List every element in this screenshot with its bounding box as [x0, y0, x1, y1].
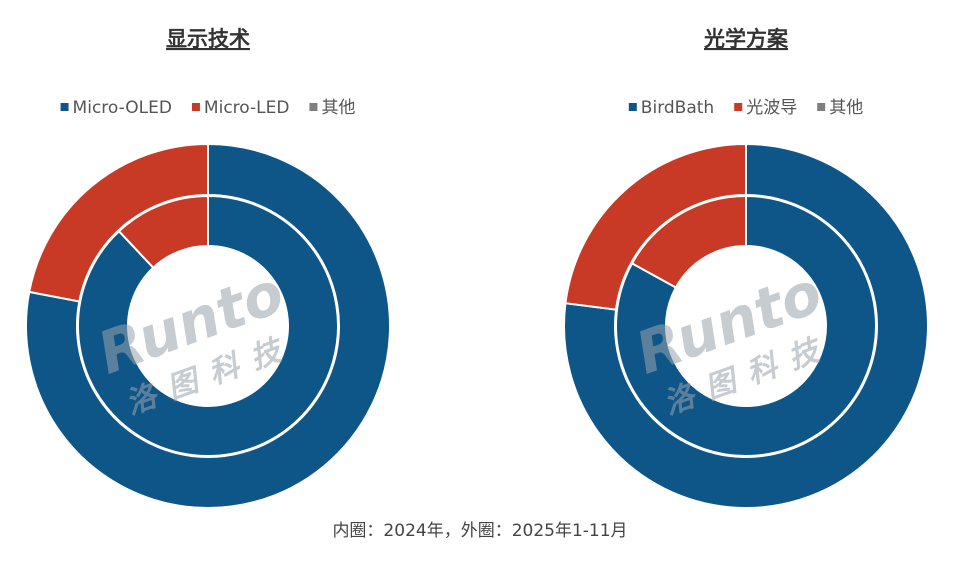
- legend-label: Micro-LED: [204, 98, 290, 118]
- legend-label: BirdBath: [641, 98, 714, 118]
- legend-swatch: [60, 103, 69, 111]
- legend: BirdBath 光波导 其他: [628, 98, 863, 118]
- legend-label: 光波导: [746, 98, 797, 118]
- legend-swatch: [628, 103, 637, 111]
- legend-swatch: [191, 103, 200, 111]
- chart-title: 显示技术: [166, 27, 250, 51]
- legend-label: Micro-OLED: [73, 98, 172, 118]
- legend-label: 其他: [829, 98, 863, 118]
- footnote: 内圈：2024年，外圈：2025年1-11月: [332, 521, 627, 541]
- legend-label: 其他: [321, 98, 355, 118]
- legend-swatch: [309, 103, 318, 111]
- legend-swatch: [817, 103, 826, 111]
- legend: Micro-OLED Micro-LED 其他: [60, 98, 355, 118]
- donut-segment: [615, 194, 877, 457]
- legend-swatch: [734, 103, 743, 111]
- chart-title: 光学方案: [703, 27, 789, 51]
- donut-segment: [77, 194, 339, 457]
